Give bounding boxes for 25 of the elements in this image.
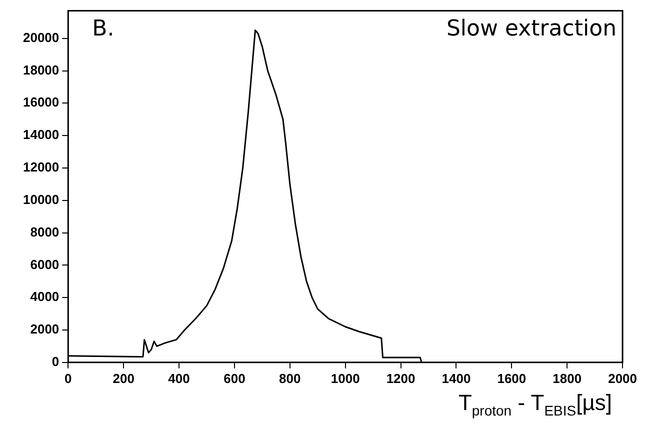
y-tick-label: 16000	[22, 94, 60, 110]
x-tick-label: 1600	[497, 370, 526, 386]
y-tick-label: 18000	[22, 62, 60, 78]
y-tick-label: 14000	[22, 127, 60, 142]
x-tick-label: 1200	[386, 370, 416, 386]
y-tick-label: 12000	[22, 160, 60, 175]
x-tick-label: 400	[168, 370, 190, 386]
y-tick-label: 2000	[30, 322, 60, 337]
y-tick-label: 0	[52, 354, 60, 369]
x-tick-label: 2000	[608, 370, 637, 386]
y-tick-label: 4000	[30, 289, 60, 304]
x-tick-label: 200	[112, 370, 134, 386]
x-tick-label: 800	[279, 370, 301, 386]
y-tick-label: 8000	[30, 224, 60, 240]
x-tick-label: 1000	[330, 370, 360, 386]
x-axis-title: T$_{proton}$ - T$_{EBIS}$[µs]	[458, 390, 612, 418]
annotation: Slow extraction	[446, 16, 617, 42]
x-tick-label: 600	[224, 370, 246, 386]
x-tick-label: 1400	[442, 370, 471, 386]
x-tick-label: 0	[64, 370, 72, 386]
y-tick-label: 6000	[30, 256, 60, 272]
y-tick-label: 10000	[22, 192, 60, 207]
x-tick-label: 1800	[552, 370, 582, 386]
annotation: B.	[92, 16, 114, 42]
y-tick-label: 20000	[22, 30, 60, 45]
